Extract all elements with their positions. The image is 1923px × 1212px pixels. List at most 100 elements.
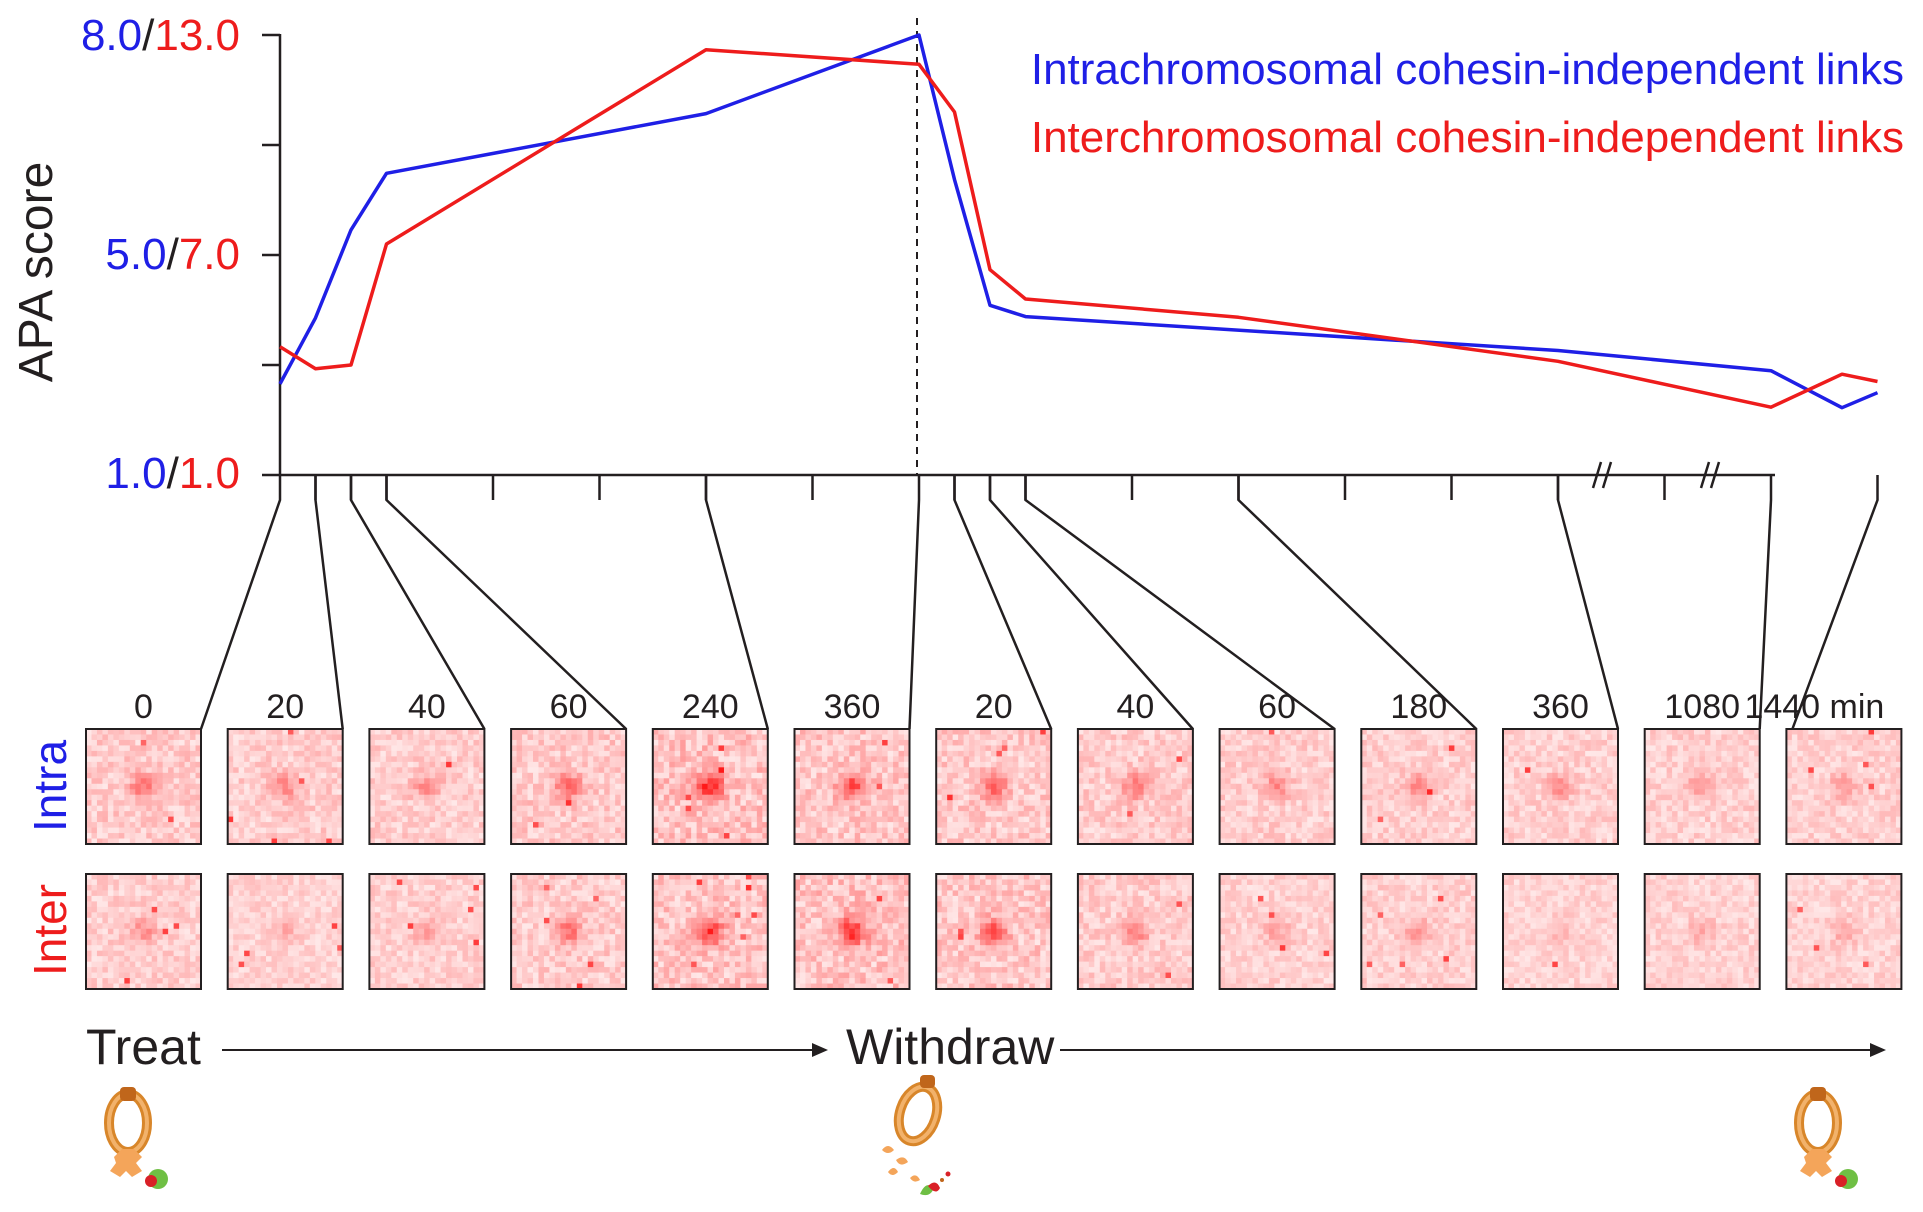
heatmap-cell bbox=[799, 767, 806, 774]
heatmap-cell bbox=[904, 745, 910, 752]
heatmap-cell bbox=[276, 895, 283, 902]
heatmap-cell bbox=[511, 890, 517, 897]
heatmap-cell bbox=[832, 800, 839, 807]
heatmap-cell bbox=[151, 890, 158, 897]
heatmap-cell bbox=[794, 874, 801, 880]
heatmap-cell bbox=[320, 972, 327, 979]
heatmap-cell bbox=[571, 967, 578, 973]
heatmap-cell bbox=[331, 750, 338, 757]
heatmap-cell bbox=[249, 972, 256, 979]
heatmap-cell bbox=[685, 901, 692, 908]
plot-axes bbox=[262, 18, 1775, 489]
panel-connector bbox=[704, 475, 770, 730]
heatmap-cell bbox=[146, 734, 153, 741]
heatmap-cell bbox=[702, 816, 708, 823]
heatmap-cell bbox=[843, 874, 850, 880]
heatmap-cell bbox=[473, 901, 480, 908]
heatmap-cell bbox=[609, 816, 616, 823]
heatmap-cell bbox=[887, 761, 894, 768]
heatmap-cell bbox=[238, 729, 245, 735]
heatmap-cell bbox=[440, 874, 447, 880]
heatmap-cell bbox=[369, 734, 376, 741]
heatmap-cell bbox=[516, 901, 523, 908]
heatmap-cell bbox=[135, 874, 142, 880]
heatmap-cell bbox=[467, 816, 474, 823]
heatmap-cell bbox=[391, 756, 398, 763]
heatmap-cell bbox=[560, 895, 567, 902]
heatmap-cell bbox=[554, 778, 561, 785]
heatmap-cell bbox=[696, 783, 703, 790]
heatmap-cell bbox=[713, 789, 719, 796]
heatmap-cell bbox=[543, 756, 550, 763]
heatmap-cell bbox=[407, 750, 414, 757]
heatmap-cell bbox=[576, 939, 583, 946]
heatmap-cell bbox=[887, 794, 894, 801]
heatmap-cell bbox=[543, 956, 550, 963]
heatmap-cell bbox=[385, 794, 392, 801]
heatmap-cell bbox=[440, 956, 447, 963]
heatmap-cell bbox=[745, 874, 752, 880]
heatmap-cell bbox=[429, 917, 436, 924]
heatmap-cell bbox=[576, 794, 583, 801]
heatmap-cell bbox=[374, 912, 381, 919]
inter-apa-panel bbox=[651, 873, 769, 990]
heatmap-cell bbox=[440, 745, 447, 752]
heatmap-cell bbox=[587, 928, 594, 935]
heatmap-cell bbox=[107, 833, 114, 839]
heatmap-cell bbox=[276, 778, 283, 785]
heatmap-cell bbox=[827, 827, 834, 834]
heatmap-cell bbox=[723, 739, 730, 746]
heatmap-cell bbox=[238, 767, 245, 774]
heatmap-cell bbox=[893, 783, 899, 790]
heatmap-cell bbox=[124, 978, 131, 984]
heatmap-cell bbox=[86, 934, 92, 941]
heatmap-cell bbox=[391, 767, 398, 774]
heatmap-cell bbox=[184, 789, 191, 796]
heatmap-cell bbox=[124, 879, 131, 886]
heatmap-cell bbox=[794, 745, 801, 752]
heatmap-cell bbox=[740, 972, 747, 979]
heatmap-cell bbox=[380, 978, 387, 984]
heatmap-cell bbox=[898, 822, 905, 828]
heatmap-cell bbox=[751, 956, 758, 963]
heatmap-cell bbox=[260, 800, 267, 807]
heatmap-cell bbox=[462, 816, 469, 823]
heatmap-cell bbox=[157, 761, 164, 768]
heatmap-cell bbox=[576, 772, 583, 779]
heatmap-cell bbox=[255, 895, 261, 902]
heatmap-cell bbox=[543, 761, 550, 768]
heatmap-cell bbox=[707, 978, 714, 984]
heatmap-cell bbox=[249, 838, 256, 845]
heatmap-cell bbox=[685, 879, 692, 886]
heatmap-cell bbox=[740, 978, 747, 984]
heatmap-cell bbox=[799, 783, 806, 790]
heatmap-cell bbox=[380, 750, 387, 757]
heatmap-cell bbox=[843, 789, 850, 796]
heatmap-cell bbox=[516, 783, 523, 790]
heatmap-cell bbox=[576, 906, 583, 913]
heatmap-cell bbox=[320, 874, 327, 880]
heatmap-cell bbox=[734, 745, 741, 752]
heatmap-cell bbox=[745, 767, 752, 774]
heatmap-cell bbox=[91, 756, 98, 763]
heatmap-cell bbox=[702, 761, 708, 768]
heatmap-cell bbox=[893, 739, 899, 746]
panel-connector bbox=[988, 475, 1194, 730]
series-lines bbox=[278, 33, 1879, 410]
heatmap-cell bbox=[887, 811, 894, 818]
heatmap-cell bbox=[179, 750, 185, 757]
heatmap-cell bbox=[860, 772, 867, 779]
heatmap-cell bbox=[429, 739, 436, 746]
heatmap-cell bbox=[407, 928, 414, 935]
heatmap-cell bbox=[440, 789, 447, 796]
heatmap-cell bbox=[478, 767, 485, 774]
heatmap-cell bbox=[124, 901, 131, 908]
heatmap-cell bbox=[255, 739, 261, 746]
heatmap-cell bbox=[227, 838, 234, 845]
heatmap-cell bbox=[326, 756, 333, 763]
heatmap-cell bbox=[190, 734, 196, 741]
heatmap-cell bbox=[107, 827, 114, 834]
heatmap-cell bbox=[304, 923, 311, 930]
heatmap-cell bbox=[533, 906, 539, 913]
heatmap-cell bbox=[282, 945, 289, 952]
